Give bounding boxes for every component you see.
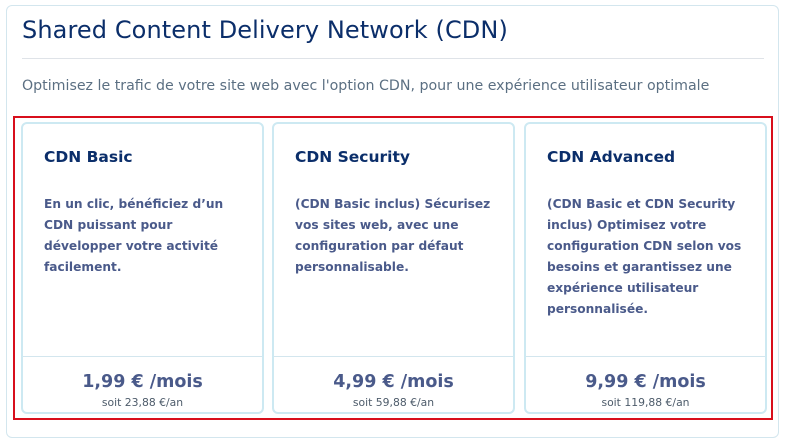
page-title: Shared Content Delivery Network (CDN): [22, 16, 508, 44]
plan-price-monthly: 4,99 € /mois: [333, 372, 454, 392]
card-divider: [274, 356, 513, 357]
card-divider: [526, 356, 765, 357]
plan-price-monthly: 1,99 € /mois: [82, 372, 203, 392]
plan-description: (CDN Basic et CDN Security inclus) Optim…: [547, 197, 742, 316]
plan-price-monthly: 9,99 € /mois: [585, 372, 706, 392]
page-subtitle: Optimisez le trafic de votre site web av…: [22, 78, 710, 94]
plan-name: CDN Basic: [44, 148, 133, 166]
title-divider: [22, 58, 764, 59]
plan-price-yearly: soit 119,88 €/an: [601, 396, 690, 409]
plan-card-basic[interactable]: CDN Basic En un clic, bénéficiez d’un CD…: [21, 122, 264, 414]
plan-price-yearly: soit 23,88 €/an: [101, 396, 184, 409]
plan-card-advanced[interactable]: CDN Advanced (CDN Basic et CDN Security …: [524, 122, 767, 414]
plan-name: CDN Advanced: [547, 148, 676, 166]
card-divider: [23, 356, 262, 357]
plan-name: CDN Security: [295, 148, 410, 166]
plan-price-yearly: soit 59,88 €/an: [352, 396, 435, 409]
selection-highlight: [13, 116, 773, 420]
plan-card-security[interactable]: CDN Security (CDN Basic inclus) Sécurise…: [272, 122, 515, 414]
plan-description: (CDN Basic inclus) Sécurisez vos sites w…: [295, 197, 491, 274]
plan-description: En un clic, bénéficiez d’un CDN puissant…: [44, 197, 224, 274]
